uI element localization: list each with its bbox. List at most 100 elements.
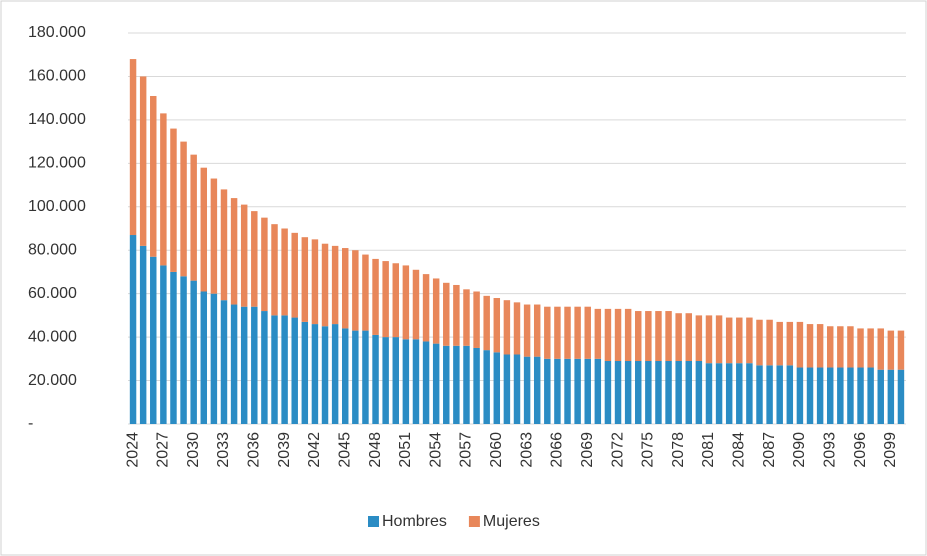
bar-segment — [240, 306, 248, 424]
bar-segment — [321, 326, 329, 424]
x-tick-label: 2060 — [488, 432, 505, 468]
bar-segment — [483, 350, 490, 424]
bar-segment — [665, 361, 672, 424]
bar-segment — [281, 228, 288, 316]
bar-segment — [261, 217, 268, 312]
bar-segment — [129, 59, 137, 236]
bar-segment — [412, 339, 420, 424]
y-tick-label: 80.000 — [28, 241, 77, 258]
x-tick-label: 2045 — [336, 432, 353, 468]
bar-segment — [301, 321, 309, 424]
bar-segment — [463, 345, 470, 424]
bar-segment — [362, 330, 369, 424]
bar-segment — [473, 291, 480, 348]
bar-segment — [796, 321, 804, 368]
bar-segment — [392, 337, 399, 424]
x-tick-label: 2093 — [821, 432, 838, 468]
bar-segment — [766, 319, 773, 366]
bar-segment — [291, 232, 298, 318]
bar-segment — [736, 317, 743, 364]
bar-segment — [604, 308, 612, 362]
bar-segment — [261, 311, 268, 424]
bar-segment — [837, 367, 844, 424]
bar-segment — [857, 367, 864, 424]
bar-segment — [392, 263, 399, 338]
x-tick-label: 2057 — [458, 432, 475, 468]
bar-segment — [402, 339, 410, 424]
bar-segment — [675, 361, 682, 424]
bar-segment — [412, 269, 420, 340]
bar-segment — [655, 311, 662, 362]
bar-segment — [180, 276, 187, 424]
bar-segment — [604, 361, 612, 424]
x-tick-label: 2075 — [640, 432, 657, 468]
x-tick-label: 2087 — [761, 432, 778, 468]
x-tick-label: 2054 — [427, 432, 444, 468]
x-tick-label: 2033 — [215, 432, 232, 468]
legend-swatch — [368, 516, 379, 527]
bar-segment — [190, 280, 197, 424]
bar-segment — [200, 167, 208, 292]
bar-segment — [493, 298, 501, 353]
y-tick-label: 120.000 — [28, 155, 86, 172]
bar-segment — [574, 358, 581, 424]
x-tick-label: 2024 — [124, 432, 141, 468]
bar-segment — [160, 113, 167, 266]
x-tick-label: 2048 — [367, 432, 384, 468]
bar-segment — [544, 306, 551, 359]
bar-segment — [554, 306, 561, 359]
y-tick-label: 160.000 — [28, 68, 86, 85]
bar-segment — [594, 308, 602, 359]
bar-segment — [331, 324, 339, 424]
bar-segment — [453, 284, 460, 346]
bar-segment — [311, 324, 319, 424]
y-tick-label: 140.000 — [28, 111, 86, 128]
bar-segment — [705, 363, 713, 424]
bar-segment — [352, 250, 359, 331]
bar-segment — [483, 295, 490, 351]
bar-segment — [756, 319, 763, 366]
bar-segment — [473, 347, 480, 424]
x-tick-label: 2066 — [549, 432, 566, 468]
bar-segment — [685, 361, 692, 424]
bar-segment — [746, 363, 753, 424]
bar-segment — [847, 367, 854, 424]
bar-segment — [756, 365, 763, 424]
bar-segment — [695, 315, 703, 362]
bar-segment — [897, 369, 905, 424]
x-tick-label: 2027 — [155, 432, 172, 468]
bar-segment — [432, 278, 440, 344]
bar-segment — [443, 345, 450, 424]
bar-segment — [877, 328, 884, 370]
bar-segment — [150, 95, 157, 257]
bar-segment — [533, 304, 541, 357]
bar-segment — [291, 317, 298, 424]
y-tick-label: 60.000 — [28, 285, 77, 302]
bar-segment — [271, 224, 278, 316]
bar-segment — [645, 311, 652, 362]
bar-segment — [887, 330, 895, 370]
y-tick-label: 20.000 — [28, 372, 77, 389]
bar-segment — [796, 367, 804, 424]
bar-segment — [554, 358, 561, 424]
bar-segment — [887, 369, 895, 424]
bar-segment — [635, 361, 642, 424]
bar-segment — [614, 308, 622, 362]
bar-segment — [675, 313, 682, 362]
bar-segment — [352, 330, 359, 424]
bar-segment — [715, 363, 723, 424]
x-tick-label: 2036 — [246, 432, 263, 468]
bar-segment — [422, 274, 430, 342]
x-tick-label: 2051 — [397, 432, 414, 468]
bar-segment — [624, 361, 632, 424]
bar-segment — [635, 311, 642, 362]
bar-segment — [160, 265, 167, 424]
bar-segment — [513, 354, 521, 424]
bar-segment — [200, 291, 208, 424]
bar-segment — [210, 178, 218, 294]
bar-segment — [230, 198, 238, 305]
bar-segment — [342, 328, 349, 424]
legend-swatch — [468, 516, 480, 527]
x-tick-label: 2069 — [579, 432, 596, 468]
bar-segment — [776, 365, 783, 424]
